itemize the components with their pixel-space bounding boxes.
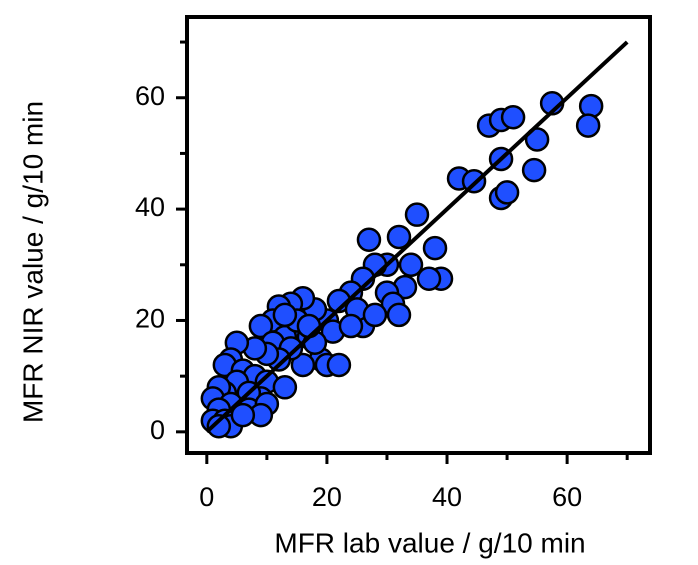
- point: [230, 402, 256, 428]
- point: [524, 127, 550, 152]
- y-axis-label: MFR NIR value / g/10 min: [17, 101, 48, 423]
- point: [296, 313, 322, 339]
- plot-frame: [185, 15, 652, 455]
- point: [575, 113, 601, 138]
- point: [494, 180, 520, 205]
- point: [422, 235, 448, 261]
- x-tick-label: 20: [312, 482, 342, 512]
- fit-line: [205, 40, 629, 434]
- y-tick-label: 0: [150, 415, 165, 445]
- x-tick-label: 40: [432, 482, 462, 512]
- point: [398, 252, 424, 278]
- y-tick-label: 60: [135, 81, 165, 111]
- point: [248, 313, 274, 339]
- point: [206, 414, 232, 439]
- point: [326, 352, 352, 378]
- point: [500, 104, 526, 130]
- x-axis-label: MFR lab value / g/10 min: [274, 527, 585, 558]
- point: [356, 227, 382, 252]
- point: [404, 202, 430, 227]
- point: [386, 224, 412, 250]
- point: [521, 157, 547, 183]
- point: [416, 266, 442, 291]
- y-tick-label: 20: [135, 304, 165, 334]
- point: [290, 352, 316, 378]
- y-tick-label: 40: [135, 192, 165, 222]
- x-tick-label: 0: [199, 482, 214, 512]
- point: [386, 302, 412, 328]
- point: [272, 302, 298, 328]
- point: [338, 313, 364, 339]
- point: [362, 302, 388, 328]
- x-tick-label: 60: [552, 482, 582, 512]
- point: [272, 375, 298, 400]
